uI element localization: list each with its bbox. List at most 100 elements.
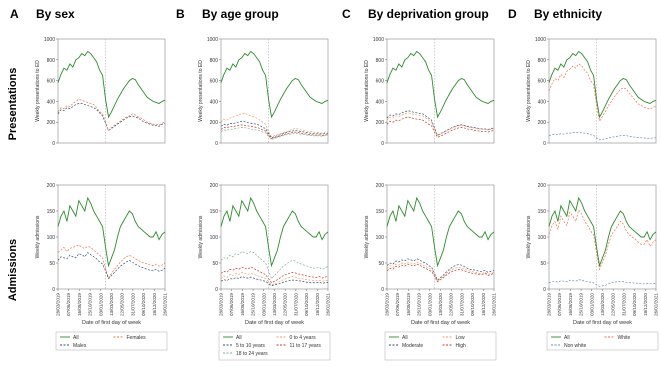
legend-label: 11 to 17 years <box>290 343 322 349</box>
plot-frame <box>548 38 657 144</box>
legend-box <box>546 331 659 351</box>
x-tick-label: 18/12/2020 <box>643 293 648 316</box>
panel-c-title: By deprivation group <box>368 7 489 21</box>
series-line-non-white <box>548 132 657 141</box>
y-tick-label: 0 <box>543 287 546 293</box>
x-tick-label: 28/03/2019 <box>385 293 390 316</box>
legend: All Low Moderate High <box>384 331 497 361</box>
x-tick-label: 18/12/2020 <box>315 293 320 316</box>
plot-frame <box>386 184 495 290</box>
y-tick-label: 200 <box>376 183 385 189</box>
x-tick-label: 18/12/2020 <box>481 293 486 316</box>
y-tick-label: 1000 <box>373 37 384 43</box>
x-axis-label: Date of first day of week <box>245 320 304 326</box>
series-line-11-to-17-years <box>220 124 329 140</box>
x-tick-label: 16/08/2019 <box>406 293 411 316</box>
series-line-5-to-10-years <box>220 120 329 139</box>
legend: All Females Males <box>55 331 168 351</box>
x-tick-label: 09/10/2020 <box>470 293 475 316</box>
y-tick-label: 600 <box>210 79 219 85</box>
series-line-all <box>548 50 657 119</box>
x-tick-label: 07/06/2019 <box>229 293 234 316</box>
legend-label: Females <box>127 335 147 341</box>
x-tick-label: 07/06/2019 <box>66 293 71 316</box>
y-tick-label: 50 <box>49 261 55 267</box>
y-tick-label: 600 <box>376 79 385 85</box>
series-line-all <box>548 196 657 268</box>
y-tick-label: 800 <box>47 58 56 64</box>
panel-a-letter: A <box>10 7 19 21</box>
y-tick-label: 50 <box>212 261 218 267</box>
series-line-white <box>548 209 657 271</box>
y-tick-label: 600 <box>538 79 547 85</box>
y-tick-label: 200 <box>47 120 56 126</box>
series-line-high <box>386 263 495 283</box>
chart-b-presentations: 0 200 400 600 800 1000 Weekly presentations to… <box>198 37 329 147</box>
y-tick-label: 800 <box>376 58 385 64</box>
y-tick-label: 800 <box>538 58 547 64</box>
x-tick-label: 22/05/2020 <box>283 293 288 316</box>
series-line-males <box>57 252 166 280</box>
legend-label: White <box>618 335 631 341</box>
x-tick-label: 09/10/2020 <box>141 293 146 316</box>
panel-c-letter: C <box>342 7 351 21</box>
legend-label: All <box>73 335 79 341</box>
x-tick-label: 26/02/2021 <box>492 293 497 316</box>
series-line-18-to-24-years <box>220 251 329 280</box>
plot-frame <box>220 184 329 290</box>
x-tick-label: 31/07/2020 <box>130 293 135 316</box>
legend-label: 0 to 4 years <box>290 335 317 341</box>
y-axis-label: Weekly presentations to ED <box>364 60 370 122</box>
x-tick-label: 13/03/2020 <box>109 293 114 316</box>
x-tick-label: 26/02/2021 <box>654 293 659 316</box>
x-tick-label: 28/03/2019 <box>547 293 552 316</box>
x-tick-label: 25/10/2019 <box>417 293 422 316</box>
plot-frame <box>57 38 166 144</box>
y-tick-label: 0 <box>381 141 384 147</box>
legend-box <box>55 331 168 351</box>
x-tick-label: 07/06/2019 <box>395 293 400 316</box>
legend-label: All <box>236 335 242 341</box>
series-line-non-white <box>548 279 657 287</box>
x-tick-label: 09/10/2020 <box>304 293 309 316</box>
x-tick-label: 07/06/2019 <box>557 293 562 316</box>
x-tick-label: 22/05/2020 <box>120 293 125 316</box>
y-axis-label: Weekly admissions <box>526 215 532 258</box>
legend-box <box>384 331 497 361</box>
chart-d-presentations: 0 200 400 600 800 1000 Weekly presentations to… <box>526 37 657 147</box>
panel-d-title: By ethnicity <box>534 7 602 21</box>
y-tick-label: 200 <box>210 183 219 189</box>
chart-a-admissions: 0 50 100 150 200 Weekly admissions 28/03/2019 0… <box>35 183 168 351</box>
chart-b-admissions: 0 50 100 150 200 Weekly admissions 28/03/2019 0… <box>198 183 331 361</box>
series-line-low <box>386 261 495 282</box>
x-tick-label: 18/12/2020 <box>152 293 157 316</box>
y-tick-label: 100 <box>376 235 385 241</box>
series-line-all <box>57 50 166 119</box>
series-line-white <box>548 63 657 123</box>
x-axis-label: Date of first day of week <box>411 320 470 326</box>
y-tick-label: 100 <box>210 235 219 241</box>
series-line-males <box>57 103 166 132</box>
y-tick-label: 200 <box>538 120 547 126</box>
series-line-low <box>386 112 495 137</box>
chart-d-admissions: 0 50 100 150 200 Weekly admissions 28/03/2019 0… <box>526 183 659 351</box>
y-tick-label: 1000 <box>535 37 546 43</box>
x-tick-label: 31/07/2020 <box>459 293 464 316</box>
legend: All White Non white <box>546 331 659 351</box>
legend-label: Males <box>73 343 87 349</box>
y-axis-label: Weekly presentations to ED <box>198 60 204 122</box>
x-tick-label: 25/10/2019 <box>88 293 93 316</box>
row-label-admissions: Admissions <box>7 239 19 301</box>
x-tick-label: 16/08/2019 <box>568 293 573 316</box>
y-tick-label: 200 <box>47 183 56 189</box>
y-tick-label: 200 <box>376 120 385 126</box>
y-tick-label: 200 <box>538 183 547 189</box>
y-tick-label: 800 <box>210 58 219 64</box>
x-tick-label: 28/03/2019 <box>56 293 61 316</box>
legend-label: All <box>402 335 408 341</box>
legend-label: High <box>456 343 467 349</box>
chart-a-presentations: 0 200 400 600 800 1000 Weekly presentations to… <box>35 37 166 147</box>
y-tick-label: 200 <box>210 120 219 126</box>
